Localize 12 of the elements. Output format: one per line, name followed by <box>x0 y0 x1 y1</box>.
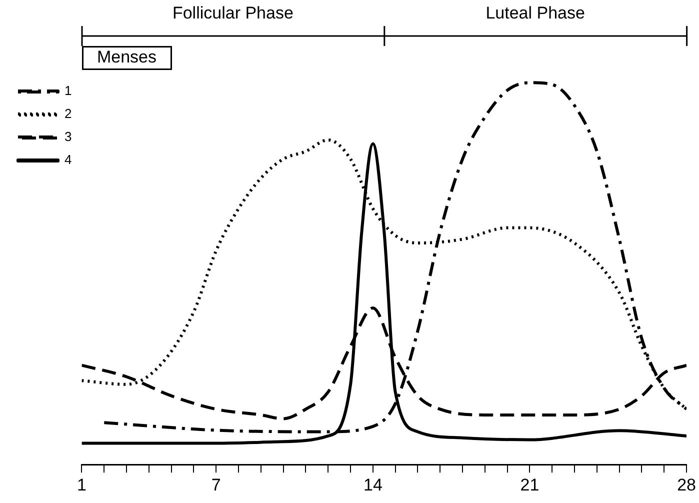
x-tick-label: 21 <box>520 475 540 494</box>
x-tick-label: 7 <box>211 475 221 494</box>
text: Menses <box>96 48 156 67</box>
x-tick-label: 14 <box>363 475 382 494</box>
text: Follicular Phase <box>172 4 294 23</box>
legend-label: 1 <box>64 83 72 98</box>
text: Luteal Phase <box>486 4 585 23</box>
legend-label: 3 <box>64 129 72 144</box>
legend-label: 4 <box>64 152 72 168</box>
x-tick-label: 28 <box>677 475 696 494</box>
x-tick-label: 1 <box>76 475 86 494</box>
legend-label: 2 <box>64 106 72 122</box>
